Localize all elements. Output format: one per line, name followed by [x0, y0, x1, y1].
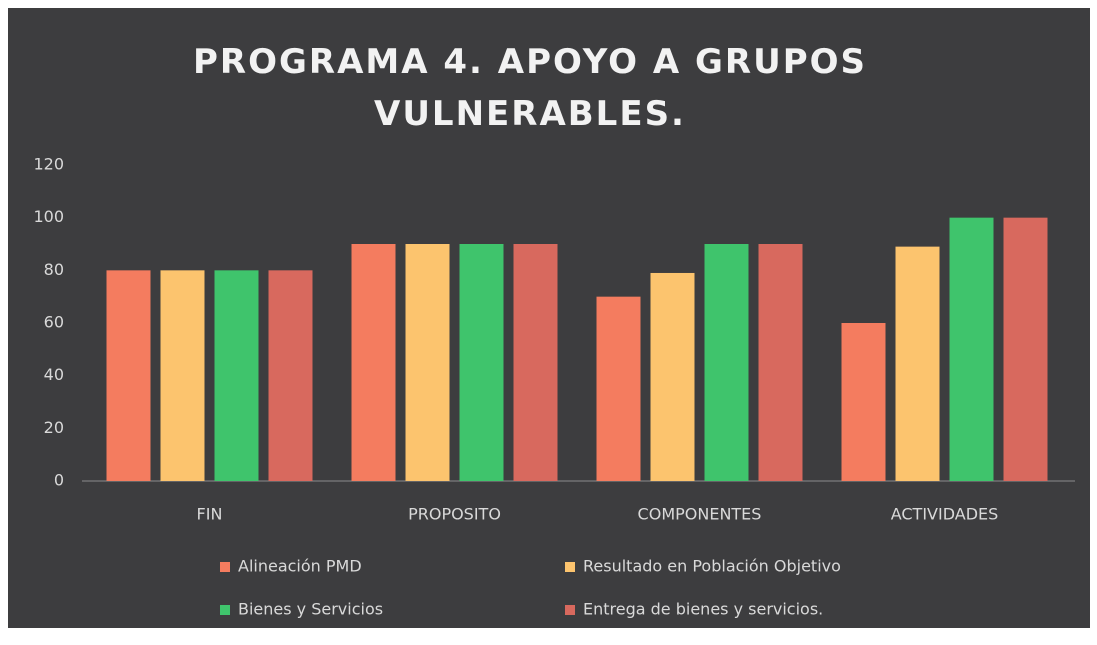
bar — [160, 270, 205, 481]
bar — [214, 270, 259, 481]
y-tick-label: 100 — [33, 207, 64, 226]
x-tick-label: ACTIVIDADES — [891, 505, 999, 524]
bar — [704, 244, 749, 481]
x-tick-label: FIN — [197, 505, 223, 524]
bar — [895, 246, 940, 481]
y-tick-label: 40 — [44, 365, 64, 384]
bar — [405, 244, 450, 481]
bar — [949, 217, 994, 481]
bar — [351, 244, 396, 481]
y-tick-label: 80 — [44, 260, 64, 279]
bar — [650, 272, 695, 481]
legend-label: Alineación PMD — [238, 557, 362, 576]
x-tick-label: COMPONENTES — [638, 505, 762, 524]
bar — [268, 270, 313, 481]
y-tick-label: 120 — [33, 155, 64, 174]
x-tick-label: PROPOSITO — [408, 505, 501, 524]
bar — [106, 270, 151, 481]
bar — [758, 244, 803, 481]
bar — [459, 244, 504, 481]
y-tick-label: 0 — [54, 471, 64, 490]
y-tick-label: 60 — [44, 313, 64, 332]
legend-label: Entrega de bienes y servicios. — [583, 600, 823, 619]
y-tick-label: 20 — [44, 418, 64, 437]
legend-swatch — [220, 562, 230, 572]
legend-label: Resultado en Población Objetivo — [583, 557, 841, 576]
bar — [841, 323, 886, 481]
chart-title: PROGRAMA 4. APOYO A GRUPOS VULNERABLES. — [192, 42, 868, 134]
legend-swatch — [565, 562, 575, 572]
legend-swatch — [220, 605, 230, 615]
bar — [513, 244, 558, 481]
legend-swatch — [565, 605, 575, 615]
bar — [1003, 217, 1048, 481]
bar — [596, 296, 641, 481]
legend-label: Bienes y Servicios — [238, 600, 383, 619]
